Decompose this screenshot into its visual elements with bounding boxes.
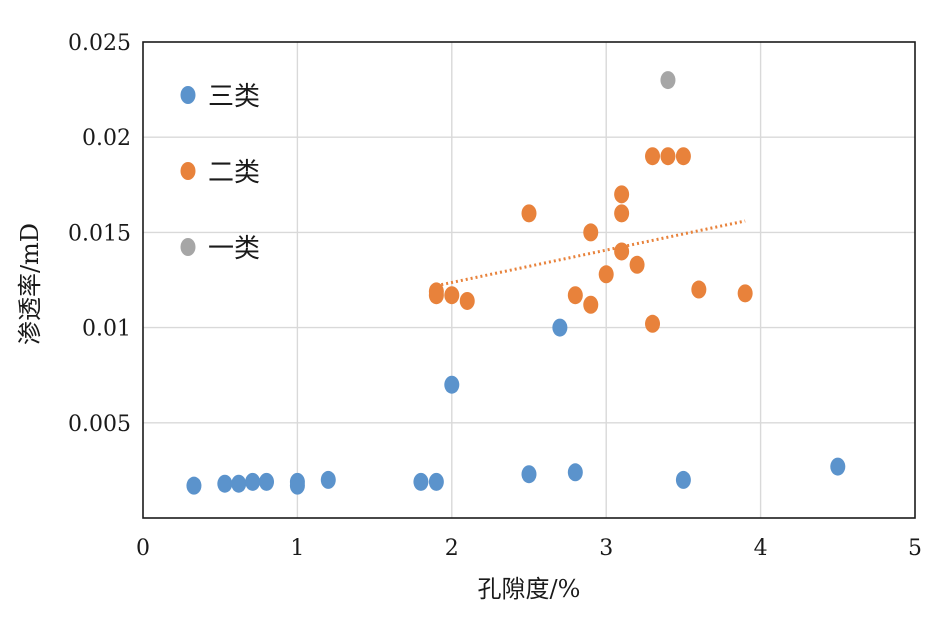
- point-series-0: [428, 472, 444, 491]
- point-series-0: [289, 472, 305, 491]
- x-tick-label: 4: [754, 536, 768, 561]
- x-axis-label: 孔隙度/%: [478, 575, 581, 603]
- point-series-0: [552, 318, 568, 337]
- point-series-1: [629, 255, 645, 274]
- legend-label: 二类: [208, 158, 260, 188]
- point-series-0: [217, 474, 233, 493]
- point-series-1: [583, 223, 599, 242]
- x-tick-label: 3: [599, 536, 613, 561]
- point-series-0: [444, 375, 460, 394]
- x-tick-labels: 0 1 2 3 4 5: [136, 536, 922, 561]
- legend-marker: [180, 162, 196, 180]
- point-series-0: [675, 470, 691, 489]
- y-tick-label: 0.015: [68, 221, 131, 246]
- point-series-0: [245, 472, 261, 491]
- point-series-1: [444, 286, 460, 305]
- point-series-0: [830, 457, 846, 476]
- y-tick-label: 0.025: [68, 31, 131, 56]
- point-series-1: [645, 314, 661, 333]
- point-series-0: [567, 463, 583, 482]
- point-series-1: [428, 286, 444, 305]
- point-series-0: [259, 472, 275, 491]
- point-series-1: [691, 280, 707, 299]
- x-tick-label: 2: [445, 536, 459, 561]
- point-series-0: [186, 476, 202, 495]
- x-tick-label: 0: [136, 536, 150, 561]
- point-series-1: [737, 284, 753, 303]
- x-tick-label: 5: [908, 536, 922, 561]
- point-series-1: [614, 242, 630, 261]
- y-tick-label: 0.005: [68, 412, 131, 437]
- point-series-1: [614, 185, 630, 204]
- grid-lines: [143, 42, 915, 518]
- legend-marker: [180, 238, 196, 256]
- point-series-1: [645, 147, 661, 166]
- point-series-1: [567, 286, 583, 305]
- y-tick-labels: 0.005 0.01 0.015 0.02 0.025: [68, 31, 131, 437]
- point-series-1: [614, 204, 630, 223]
- legend-marker: [180, 86, 196, 104]
- point-series-2: [660, 71, 676, 90]
- point-series-1: [459, 291, 475, 310]
- point-series-1: [521, 204, 537, 223]
- point-series-0: [231, 474, 247, 493]
- y-tick-label: 0.02: [82, 126, 131, 151]
- point-series-1: [675, 147, 691, 166]
- data-points: [186, 71, 846, 495]
- point-series-1: [583, 295, 599, 314]
- legend-label: 三类: [208, 82, 260, 112]
- legend-label: 一类: [208, 234, 260, 264]
- y-tick-label: 0.01: [82, 317, 131, 342]
- point-series-0: [521, 465, 537, 484]
- y-axis-label: 渗透率/mD: [16, 223, 44, 345]
- point-series-1: [660, 147, 676, 166]
- point-series-0: [320, 470, 336, 489]
- x-tick-label: 1: [290, 536, 304, 561]
- point-series-0: [413, 472, 429, 491]
- point-series-1: [598, 265, 614, 284]
- plot-frame: [142, 41, 916, 519]
